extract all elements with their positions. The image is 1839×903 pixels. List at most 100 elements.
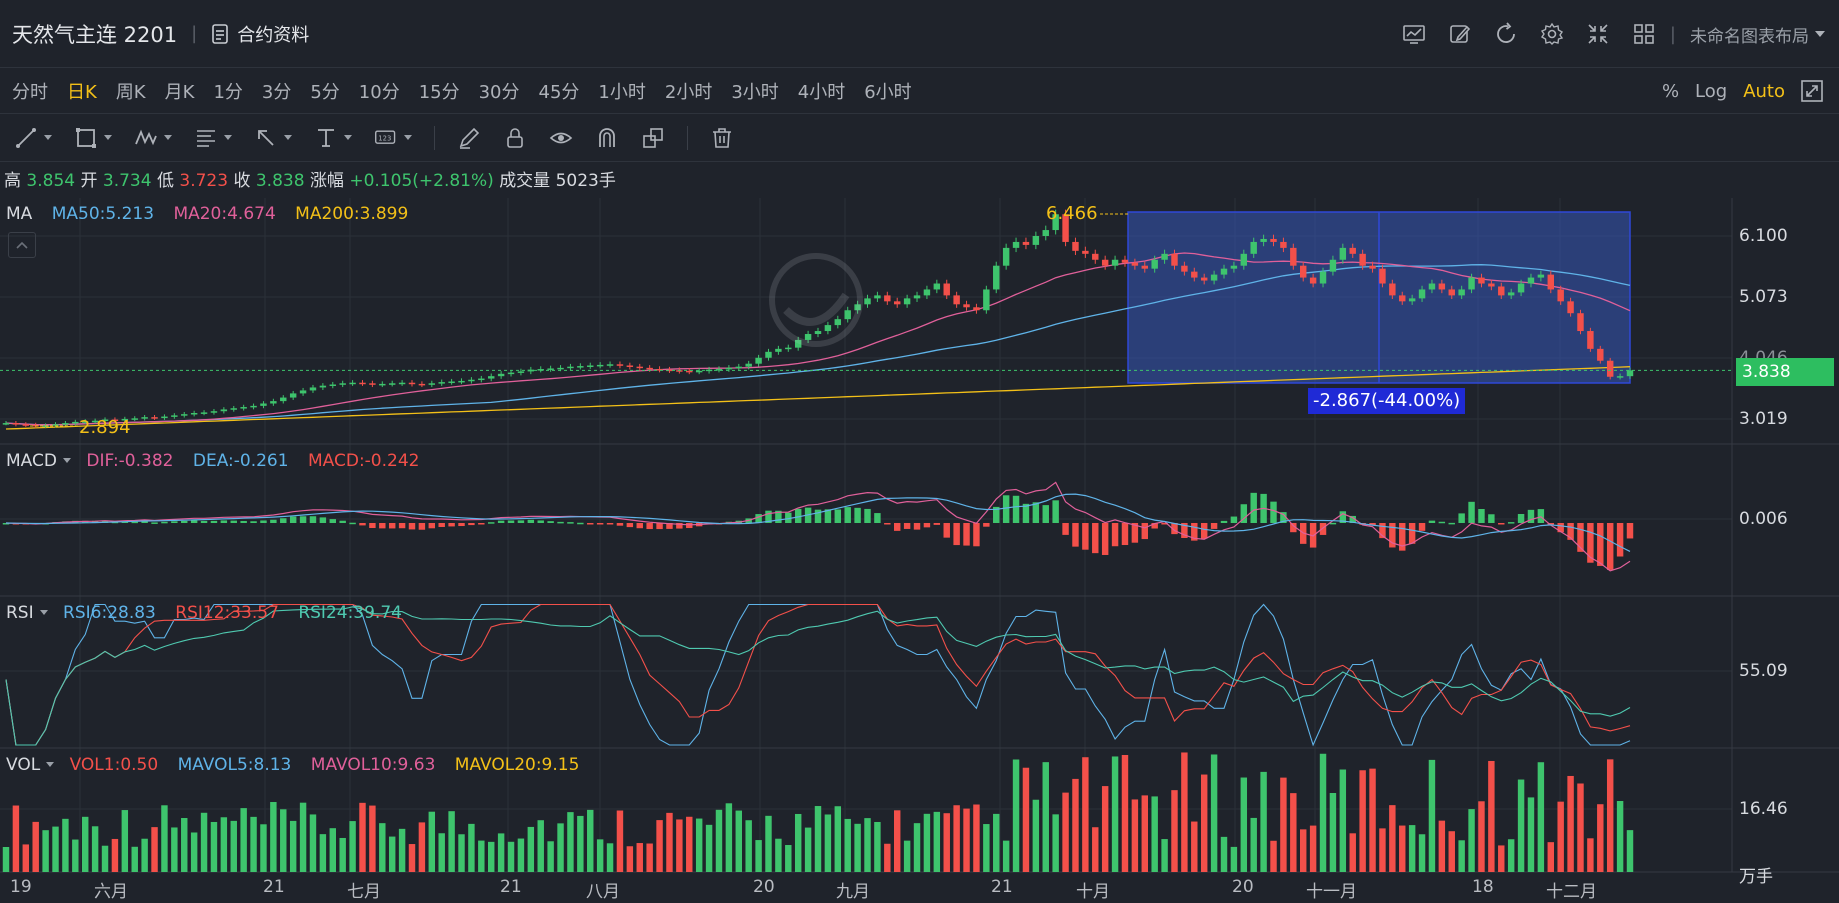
arrow-tool[interactable] (254, 126, 292, 150)
macd-bar (785, 512, 792, 523)
macd-name[interactable]: MACD (6, 451, 57, 471)
draw-icon[interactable] (1448, 22, 1472, 46)
rsi-dropdown-icon[interactable] (39, 610, 48, 615)
grid-layout-icon[interactable] (1632, 22, 1656, 46)
measure-tool[interactable]: 123 (374, 126, 412, 150)
dea-value: DEA:-0.261 (192, 451, 289, 471)
vol-dropdown-icon[interactable] (46, 762, 55, 767)
candle (933, 283, 941, 290)
collapse-panel-button[interactable] (8, 232, 36, 258)
period-2h[interactable]: 2小时 (664, 81, 713, 103)
macd-bar (1200, 523, 1208, 539)
candle (1092, 253, 1099, 260)
contract-info-label: 合约资料 (237, 24, 310, 46)
chart-style-icon[interactable] (1402, 22, 1426, 46)
period-1m[interactable]: 1分 (213, 81, 243, 103)
period-3m[interactable]: 3分 (261, 81, 292, 103)
candle (230, 408, 237, 410)
volume-bar (1072, 778, 1079, 872)
period-4h[interactable]: 4小时 (797, 81, 846, 103)
volume-value: 5023手 (555, 171, 616, 191)
candle (329, 384, 336, 386)
macd-value: MACD:-0.242 (307, 451, 420, 471)
volume-bar (161, 805, 168, 872)
period-15m[interactable]: 15分 (418, 81, 460, 103)
macd-bar (151, 522, 158, 524)
vol-name[interactable]: VOL (6, 755, 41, 775)
period-6h[interactable]: 6小时 (864, 81, 912, 103)
candle (488, 376, 495, 379)
candle (557, 367, 564, 370)
log-toggle[interactable]: Log (1695, 80, 1728, 102)
text-tool[interactable] (314, 126, 352, 150)
candle (1012, 241, 1020, 248)
volume-bar (1329, 793, 1337, 872)
macd-bar (468, 523, 475, 526)
symbol-title[interactable]: 天然气主连 2201 (12, 22, 178, 47)
candle (1359, 253, 1366, 266)
lock-tool[interactable] (503, 126, 527, 150)
layout-selector[interactable]: 未命名图表布局 (1690, 26, 1809, 47)
volume-bar (497, 833, 505, 872)
fibonacci-tool[interactable] (194, 126, 232, 150)
candle (151, 417, 158, 419)
candle (636, 366, 643, 369)
volume-bar (1002, 840, 1010, 872)
fullscreen-compress-icon[interactable] (1586, 22, 1610, 46)
period-daily[interactable]: 日K (67, 81, 97, 103)
chevron-down-icon[interactable] (1815, 31, 1825, 37)
auto-toggle[interactable]: Auto (1743, 80, 1785, 102)
period-30m[interactable]: 30分 (478, 81, 520, 103)
macd-bar (943, 523, 950, 538)
x-tick: 八月 (586, 882, 620, 902)
ma-name[interactable]: MA (6, 204, 33, 224)
period-10m[interactable]: 10分 (358, 81, 400, 103)
period-3h[interactable]: 3小时 (731, 81, 779, 103)
volume-bar (210, 821, 218, 872)
rsi12-value: RSI12:33.57 (175, 603, 279, 623)
period-45m[interactable]: 45分 (538, 81, 580, 103)
magnet-icon (599, 127, 615, 147)
settings-icon[interactable] (1540, 22, 1564, 46)
delete-tool[interactable] (710, 126, 734, 150)
pattern-tool[interactable] (134, 126, 172, 150)
percent-toggle[interactable]: % (1661, 80, 1680, 102)
macd-dropdown-icon[interactable] (62, 458, 71, 463)
clone-tool[interactable] (641, 126, 665, 150)
macd-bar (398, 523, 406, 529)
candle (983, 289, 990, 311)
vol-legend: VOL VOL1:0.50 MAVOL5:8.13 MAVOL10:9.63 M… (6, 755, 593, 775)
magnet-tool[interactable] (595, 126, 619, 150)
candle (260, 403, 267, 406)
macd-bar (1616, 523, 1624, 557)
text-tool-icon (318, 128, 334, 147)
period-1h[interactable]: 1小时 (598, 81, 646, 103)
candle (220, 409, 228, 412)
period-1[interactable]: 分时 (12, 81, 48, 103)
macd-bar (1240, 504, 1248, 523)
low-marker-label: 2.894 (79, 417, 131, 438)
candle (171, 415, 178, 417)
expand-icon[interactable] (1801, 80, 1823, 102)
volume-bar (1616, 800, 1624, 872)
visibility-tool[interactable] (549, 126, 573, 150)
pencil-tool[interactable] (457, 126, 481, 150)
contract-info-button[interactable]: 合约资料 (211, 21, 309, 47)
rsi-name[interactable]: RSI (6, 603, 34, 623)
macd-bar (1498, 523, 1505, 525)
rectangle-tool[interactable] (74, 126, 112, 150)
period-weekly[interactable]: 周K (115, 81, 146, 103)
ma20-value: MA20:4.674 (173, 204, 276, 224)
candle (1270, 238, 1277, 242)
high-label: 高 (4, 171, 21, 191)
line-tool[interactable] (14, 126, 52, 150)
candle (874, 295, 881, 299)
volume-bar (72, 839, 79, 872)
period-5m[interactable]: 5分 (310, 81, 340, 103)
volume-bar (804, 827, 812, 872)
refresh-icon[interactable] (1494, 22, 1518, 46)
x-tick: 十月 (1076, 882, 1110, 902)
macd-tick: 0.006 (1739, 509, 1788, 529)
period-monthly[interactable]: 月K (164, 81, 195, 103)
